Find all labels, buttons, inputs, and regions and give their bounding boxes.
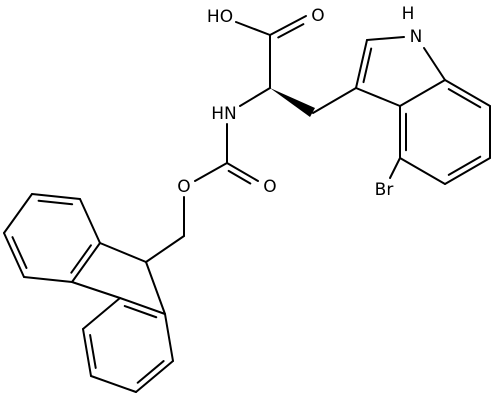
bond	[194, 162, 228, 182]
bond	[123, 305, 158, 319]
bond	[119, 297, 166, 315]
bond	[70, 244, 92, 274]
bond	[23, 276, 73, 283]
atom-label: HO	[207, 7, 233, 27]
bond	[239, 87, 271, 107]
bond	[447, 155, 482, 176]
bond	[444, 79, 491, 107]
bond	[82, 328, 92, 377]
bond	[37, 199, 74, 206]
bond	[11, 236, 28, 269]
bond	[145, 235, 185, 263]
bond	[99, 242, 147, 263]
bond	[145, 261, 166, 315]
bond	[423, 47, 446, 81]
bond	[136, 360, 165, 384]
bond	[135, 360, 174, 393]
bond	[399, 157, 446, 185]
bond	[227, 169, 252, 185]
bond	[164, 313, 174, 362]
bond	[389, 157, 401, 179]
atom-label: HN	[211, 104, 237, 124]
bond	[71, 281, 121, 299]
bond	[366, 36, 405, 41]
bond	[79, 198, 101, 244]
bond	[226, 162, 259, 182]
bond	[82, 297, 121, 330]
bond	[277, 23, 305, 39]
atom-label: O	[263, 177, 276, 197]
atom-label: H	[402, 4, 415, 24]
bond	[312, 87, 357, 114]
bond	[31, 193, 81, 200]
bond	[71, 242, 101, 283]
atom-label: N	[410, 27, 423, 47]
bond	[355, 39, 368, 89]
bond	[447, 88, 482, 109]
bond	[362, 47, 373, 84]
atom-label: O	[311, 6, 324, 26]
bond	[355, 87, 401, 107]
wedge-bond	[270, 88, 315, 117]
bond	[235, 21, 271, 36]
bond	[3, 193, 33, 234]
atom-label: Br	[375, 180, 394, 200]
bond	[269, 15, 307, 36]
bond	[89, 334, 97, 369]
bond	[444, 157, 491, 185]
atom-label: O	[177, 177, 190, 197]
bond	[3, 232, 25, 278]
bond	[90, 375, 137, 393]
bond	[399, 79, 446, 107]
